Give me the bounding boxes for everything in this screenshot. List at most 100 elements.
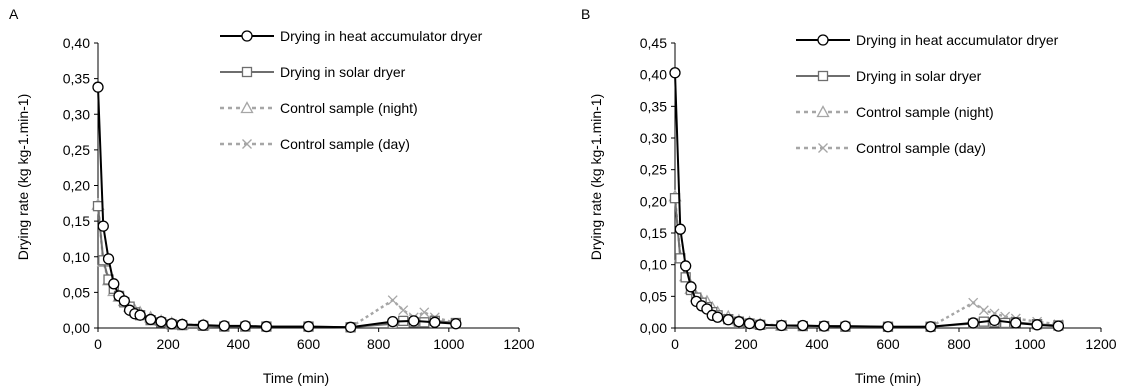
data-point	[775, 319, 788, 332]
series-drying-in-solar-dryer	[669, 193, 1064, 332]
data-point	[108, 278, 120, 290]
data-point	[155, 315, 167, 328]
x-tick-label: 0	[671, 336, 679, 352]
legend-label: Control sample (day)	[856, 140, 986, 156]
x-tick-label: 800	[947, 336, 971, 352]
series-line	[930, 301, 1059, 328]
y-tick-label: 0,40	[640, 67, 667, 83]
legend-label: Drying in solar dryer	[856, 68, 982, 84]
y-tick-label: 0,15	[63, 213, 90, 229]
data-point	[387, 295, 398, 306]
series-line	[97, 87, 456, 329]
legend-item-drying-in-heat-accumulator-dryer: Drying in heat accumulator dryer	[796, 32, 1059, 48]
legend-swatch-marker	[241, 30, 253, 42]
x-tick-label: 200	[734, 336, 758, 352]
panel-label: B	[581, 6, 590, 22]
plot-area: 0,00 0,05 0,10 0,15 0,20 0,25 0,30 0,35 0,40 0 200…	[63, 35, 535, 352]
x-tick-label: 400	[227, 336, 251, 352]
data-point	[260, 320, 273, 333]
legend-swatch-marker	[817, 70, 829, 82]
legend-swatch-marker	[816, 105, 830, 118]
data-point	[924, 321, 937, 333]
series-control-sample-night	[668, 189, 789, 331]
y-tick-label: 0,25	[63, 142, 90, 158]
y-tick-label: 0,30	[63, 106, 90, 122]
x-axis-label: Time (min)	[263, 370, 329, 386]
data-point	[218, 320, 230, 332]
data-point	[344, 321, 357, 333]
data-point	[685, 281, 697, 293]
y-tick-label: 0,15	[640, 225, 667, 241]
data-point	[166, 318, 178, 330]
x-tick-label: 0	[94, 336, 102, 352]
series-drying-in-heat-accumulator-dryer	[92, 81, 462, 333]
data-point	[239, 320, 252, 332]
legend: Drying in heat accumulator dryer Drying i…	[220, 28, 483, 152]
series-line	[96, 204, 204, 327]
series-drying-in-heat-accumulator-dryer	[669, 67, 1065, 333]
y-tick-label: 0,20	[63, 178, 90, 194]
legend-swatch-marker	[241, 66, 253, 78]
data-point	[754, 319, 766, 331]
x-tick-label: 600	[297, 336, 321, 352]
legend-item-control-sample-night: Control sample (night)	[796, 104, 994, 120]
x-tick-label: 200	[156, 336, 180, 352]
legend-label: Control sample (day)	[280, 136, 410, 152]
y-tick-label: 0,10	[63, 249, 90, 265]
data-point	[1031, 319, 1043, 331]
data-point	[302, 320, 315, 333]
y-tick-label: 0,25	[640, 162, 667, 178]
legend-item-control-sample-night: Control sample (night)	[220, 100, 418, 116]
legend-label: Drying in heat accumulator dryer	[280, 28, 483, 44]
legend-label: Drying in heat accumulator dryer	[856, 32, 1059, 48]
data-point	[408, 315, 420, 327]
panel-label: A	[9, 6, 19, 22]
x-tick-label: 400	[805, 336, 829, 352]
data-point	[92, 201, 104, 212]
legend-swatch-marker	[817, 34, 829, 46]
y-tick-label: 0,00	[640, 320, 667, 336]
data-point	[102, 253, 115, 265]
y-tick-label: 0,35	[63, 71, 90, 87]
data-point	[97, 220, 109, 232]
data-point	[387, 315, 399, 328]
data-point	[144, 313, 157, 326]
legend-item-control-sample-day: Control sample (day)	[220, 136, 410, 152]
legend-swatch-marker	[818, 143, 828, 153]
x-tick-label: 1000	[1014, 336, 1045, 352]
data-point	[882, 321, 894, 333]
data-point	[398, 305, 409, 316]
data-point	[176, 318, 188, 331]
data-point	[419, 307, 430, 318]
y-tick-label: 0,40	[63, 35, 90, 51]
chart-panel-b: B Time (min) Drying rate (kg kg-1.min-1)…	[563, 0, 1126, 387]
data-point	[797, 319, 809, 332]
plot-area: 0,00 0,05 0,10 0,15 0,20 0,25 0,30 0,35 0,40 0,45…	[640, 35, 1117, 352]
legend-item-drying-in-solar-dryer: Drying in solar dryer	[796, 68, 982, 84]
legend-item-drying-in-solar-dryer: Drying in solar dryer	[220, 64, 406, 80]
data-point	[711, 311, 724, 323]
legend-label: Control sample (night)	[280, 100, 418, 116]
data-point	[1052, 320, 1065, 332]
legend-item-drying-in-heat-accumulator-dryer: Drying in heat accumulator dryer	[220, 28, 483, 44]
legend-swatch-marker	[242, 139, 252, 149]
data-point	[674, 223, 686, 235]
data-point	[968, 297, 979, 308]
data-point	[92, 81, 104, 93]
x-axis-label: Time (min)	[855, 370, 921, 386]
legend-label: Control sample (night)	[856, 104, 994, 120]
data-point	[429, 316, 441, 328]
data-point	[818, 320, 830, 332]
legend: Drying in heat accumulator dryer Drying i…	[796, 32, 1059, 156]
x-tick-label: 1200	[503, 336, 534, 352]
series-line	[674, 198, 1059, 328]
data-point	[978, 305, 989, 316]
legend-item-control-sample-day: Control sample (day)	[796, 140, 986, 156]
data-point	[450, 318, 462, 330]
y-tick-label: 0,10	[640, 257, 667, 273]
data-point	[839, 320, 852, 332]
y-tick-label: 0,35	[640, 98, 667, 114]
data-point	[722, 314, 734, 326]
data-point	[118, 295, 130, 307]
legend-label: Drying in solar dryer	[280, 64, 406, 80]
